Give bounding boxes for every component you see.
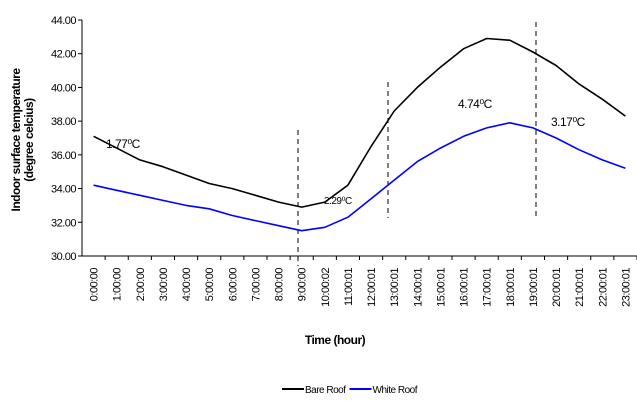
x-tick-label: 20:00:01 [551,268,563,307]
annotation: 3.17⁰C [551,115,586,129]
x-tick-label: 15:00:01 [435,268,447,307]
x-tick-label: 14:00:01 [412,268,424,307]
annotation: 4.74⁰C [458,97,493,111]
x-tick-label: 22:00:01 [597,268,609,307]
x-tick-label: 18:00:01 [505,268,517,307]
y-axis-label-line: Indoor surface temperature [9,68,23,212]
annotation: 1.77⁰C [106,137,141,151]
y-tick-label: 34.00 [51,184,76,196]
x-tick-label: 16:00:01 [459,268,471,307]
x-tick-label: 7:00:00 [250,268,262,302]
series-line [93,122,626,232]
y-tick-label: 36.00 [51,150,76,162]
legend-label: White Roof [373,385,418,396]
x-tick-label: 10:00:02 [320,268,332,307]
y-tick-label: 30.00 [51,251,76,263]
x-tick-label: 9:00:00 [297,268,309,302]
x-tick-label: 8:00:00 [274,268,286,302]
y-tick-label: 44.00 [51,15,76,27]
y-tick-label: 38.00 [51,116,76,128]
annotation: 2.29⁰C [324,196,352,207]
x-tick-label: 5:00:00 [204,268,216,302]
x-tick-label: 21:00:01 [574,268,586,307]
x-tick-label: 11:00:01 [343,268,355,306]
x-tick-label: 13:00:01 [389,268,401,307]
x-tick-label: 4:00:00 [181,268,193,302]
y-tick-label: 40.00 [51,82,76,94]
x-tick-label: 12:00:01 [366,268,378,307]
x-tick-label: 19:00:01 [528,268,540,307]
x-axis-label: Time (hour) [305,333,366,347]
y-axis-label: Indoor surface temperature (degree celci… [9,68,36,212]
y-tick-label: 42.00 [51,49,76,61]
x-tick-label: 1:00:00 [112,268,124,302]
y-tick-label: 32.00 [51,217,76,229]
x-tick-label: 0:00:00 [89,268,101,302]
legend-label: Bare Roof [305,385,346,396]
x-tick-label: 6:00:00 [227,268,239,302]
x-tick-label: 2:00:00 [135,268,147,302]
x-tick-label: 17:00:01 [482,268,494,307]
y-axis-label-line: (degree celcius) [22,98,36,182]
x-tick-label: 3:00:00 [158,268,170,302]
series-line [93,37,626,208]
x-tick-label: 23:00:01 [620,268,632,307]
